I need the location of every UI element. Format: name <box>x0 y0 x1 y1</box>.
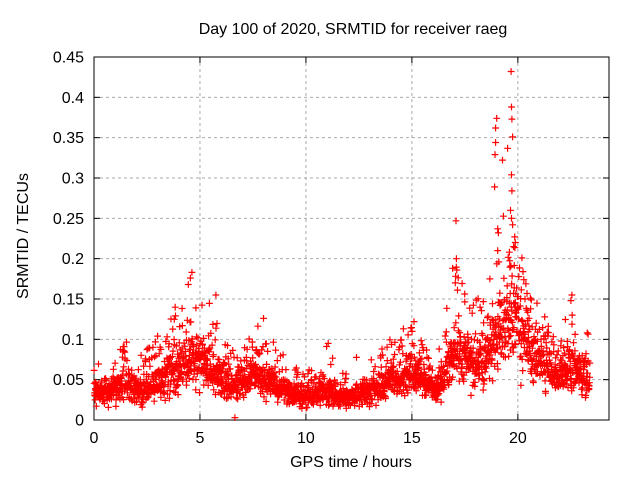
y-tick-label: 0.05 <box>53 372 84 389</box>
y-tick-label: 0 <box>75 413 84 430</box>
y-tick-label: 0.15 <box>53 292 84 309</box>
tick-labels: 0 5 10 15 20 0 0.05 0.1 0.15 0.2 0.25 0.3 0.35 0.4 0.4… <box>53 50 527 448</box>
y-tick-label: 0.45 <box>53 50 84 67</box>
x-tick-label: 10 <box>297 430 315 447</box>
y-tick-label: 0.2 <box>62 251 84 268</box>
y-axis-label: SRMTID / TECUs <box>15 173 32 299</box>
chart-title: Day 100 of 2020, SRMTID for receiver rae… <box>199 21 508 38</box>
y-tick-label: 0.3 <box>62 171 84 188</box>
y-tick-label: 0.35 <box>53 130 84 147</box>
y-tick-label: 0.25 <box>53 211 84 228</box>
x-tick-label: 20 <box>509 430 527 447</box>
y-tick-label: 0.4 <box>62 90 84 107</box>
data-points <box>90 68 594 421</box>
plot-border <box>93 56 610 421</box>
x-axis-label: GPS time / hours <box>290 454 412 471</box>
x-tick-label: 0 <box>90 430 99 447</box>
x-tick-label: 5 <box>196 430 205 447</box>
x-tick-label: 15 <box>403 430 421 447</box>
y-tick-label: 0.1 <box>62 332 84 349</box>
